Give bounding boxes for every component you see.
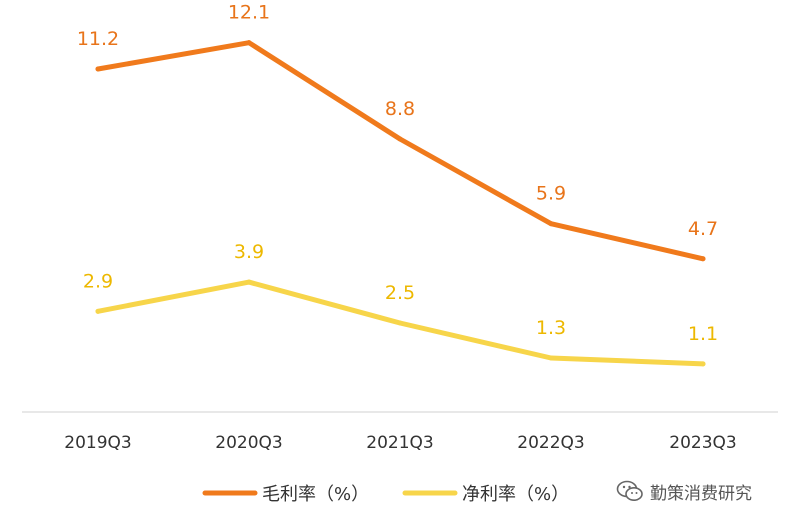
series-line-0 <box>95 40 706 262</box>
wechat-icon <box>616 480 643 501</box>
legend-label-0: 毛利率（%） <box>262 484 369 505</box>
data-point <box>548 221 554 227</box>
series-lines <box>95 40 706 367</box>
data-label: 2.9 <box>83 270 113 292</box>
data-label: 1.3 <box>536 317 566 339</box>
data-label: 5.9 <box>536 183 566 205</box>
data-label: 2.5 <box>385 282 415 304</box>
x-axis: 2019Q3 2020Q3 2021Q3 2022Q3 2023Q3 <box>22 411 778 453</box>
legend-label-1: 净利率（%） <box>462 484 569 505</box>
data-point <box>548 355 554 361</box>
data-label: 4.7 <box>688 218 718 240</box>
x-tick-label: 2023Q3 <box>669 433 736 453</box>
x-tick-label: 2021Q3 <box>366 433 433 453</box>
data-point <box>700 256 706 262</box>
data-point <box>246 279 252 285</box>
data-label: 11.2 <box>77 28 119 50</box>
data-point <box>95 66 101 72</box>
data-point <box>700 361 706 367</box>
x-tick-label: 2022Q3 <box>517 433 584 453</box>
data-label: 1.1 <box>688 323 718 345</box>
data-point <box>95 308 101 314</box>
data-label: 8.8 <box>385 98 415 120</box>
data-point <box>246 40 252 46</box>
x-tick-label: 2019Q3 <box>64 433 131 453</box>
watermark: 勤策消费研究 <box>616 478 752 504</box>
data-label: 3.9 <box>234 241 264 263</box>
data-label: 12.1 <box>228 2 270 24</box>
x-tick-label: 2020Q3 <box>215 433 282 453</box>
data-point <box>397 136 403 142</box>
watermark-text: 勤策消费研究 <box>650 483 752 504</box>
legend: 毛利率（%） 净利率（%） <box>202 484 569 505</box>
data-labels: 11.2 12.1 8.8 5.9 4.7 2.9 3.9 2.5 1.3 1.1 <box>77 2 718 345</box>
data-point <box>397 320 403 326</box>
